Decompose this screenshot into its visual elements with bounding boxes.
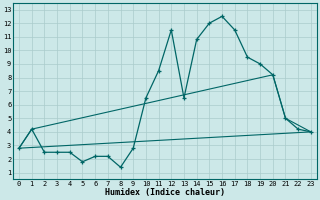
X-axis label: Humidex (Indice chaleur): Humidex (Indice chaleur) bbox=[105, 188, 225, 197]
